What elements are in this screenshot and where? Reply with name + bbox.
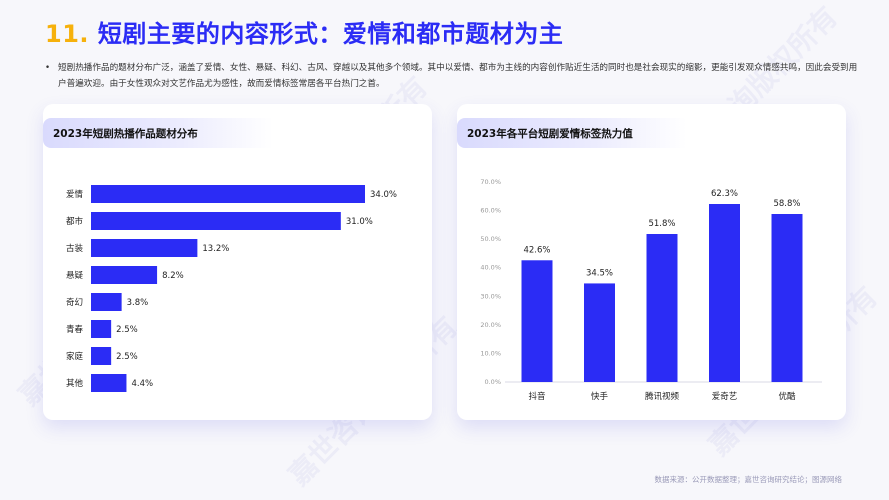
platform-value-label: 58.8% [773,199,800,209]
platform-bar [709,204,740,382]
genre-bar-chart: 爱情 34.0% 都市 31.0% 古装 13.2% 悬疑 8.2% 奇幻 3.8% 青春 2.5% 家… [66,185,397,392]
y-tick-label: 20.0% [480,321,501,329]
intro-text: 短剧热播作品的题材分布广泛，涵盖了爱情、女性、悬疑、科幻、古风、穿越以及其他多个… [58,63,858,89]
y-tick-label: 50.0% [480,235,501,243]
platform-bar [771,214,803,382]
genre-bar [91,347,112,365]
platform-value-label: 62.3% [711,189,738,199]
y-tick-label: 10.0% [480,349,501,357]
y-tick-label: 60.0% [480,207,501,215]
platform-category-label: 爱奇艺 [712,391,738,402]
genre-category-label: 悬疑 [66,270,84,281]
genre-category-label: 其他 [66,378,84,389]
genre-distribution-card: 2023年短剧热播作品题材分布 爱情 34.0% 都市 31.0% 古装 13.2% 悬疑 8… [43,104,432,420]
genre-value-label: 4.4% [131,379,153,389]
genre-value-label: 2.5% [116,352,138,362]
genre-value-label: 31.0% [346,217,373,227]
platform-category-label: 优酷 [778,391,796,402]
genre-value-label: 13.2% [202,244,229,254]
platform-bar-chart: 0.0% 10.0% 20.0% 30.0% 40.0% 50.0% 60.0% 70.0% 4… [480,178,822,402]
platform-category-label: 快手 [591,391,609,402]
genre-bar [91,212,341,230]
platform-bar [521,260,553,382]
genre-category-label: 都市 [66,216,84,227]
intro-paragraph: • 短剧热播作品的题材分布广泛，涵盖了爱情、女性、悬疑、科幻、古风、穿越以及其他… [45,60,865,92]
genre-value-label: 2.5% [116,325,138,335]
genre-chart-title: 2023年短剧热播作品题材分布 [53,128,198,140]
genre-category-label: 家庭 [66,351,84,362]
genre-bar [91,266,158,284]
genre-category-label: 古装 [66,243,84,254]
platform-heat-card: 2023年各平台短剧爱情标签热力值 0.0% 10.0% 20.0% 30.0% 40.… [457,104,846,420]
genre-category-label: 奇幻 [66,297,83,308]
y-tick-label: 0.0% [484,378,501,386]
platform-value-label: 51.8% [648,219,675,229]
bullet-icon: • [45,63,51,73]
y-tick-label: 40.0% [480,264,501,272]
genre-value-label: 34.0% [370,190,397,200]
genre-bar [91,374,127,392]
genre-bar [91,320,112,338]
genre-value-label: 8.2% [162,271,184,281]
genre-bar [91,239,198,257]
genre-category-label: 青春 [66,324,84,335]
source-note: 数据来源：公开数据整理；嘉世咨询研究结论；图源网络 [654,475,843,484]
platform-category-label: 腾讯视频 [645,391,680,402]
card-header: 2023年各平台短剧爱情标签热力值 [457,118,687,148]
platform-category-label: 抖音 [528,391,546,402]
genre-value-label: 3.8% [127,298,149,308]
platform-value-label: 34.5% [586,268,613,278]
title-number: 11. [45,20,90,48]
platform-bar [646,234,678,382]
y-tick-label: 70.0% [480,178,501,186]
page-title: 11. 短剧主要的内容形式：爱情和都市题材为主 [45,14,563,49]
y-tick-label: 30.0% [480,292,501,300]
platform-value-label: 42.6% [523,245,550,255]
genre-bar [91,293,122,311]
card-header: 2023年短剧热播作品题材分布 [43,118,273,148]
genre-bar [91,185,365,203]
platform-chart-title: 2023年各平台短剧爱情标签热力值 [467,128,633,140]
title-text: 短剧主要的内容形式：爱情和都市题材为主 [97,20,564,48]
platform-bar [584,283,615,382]
genre-category-label: 爱情 [66,189,84,200]
